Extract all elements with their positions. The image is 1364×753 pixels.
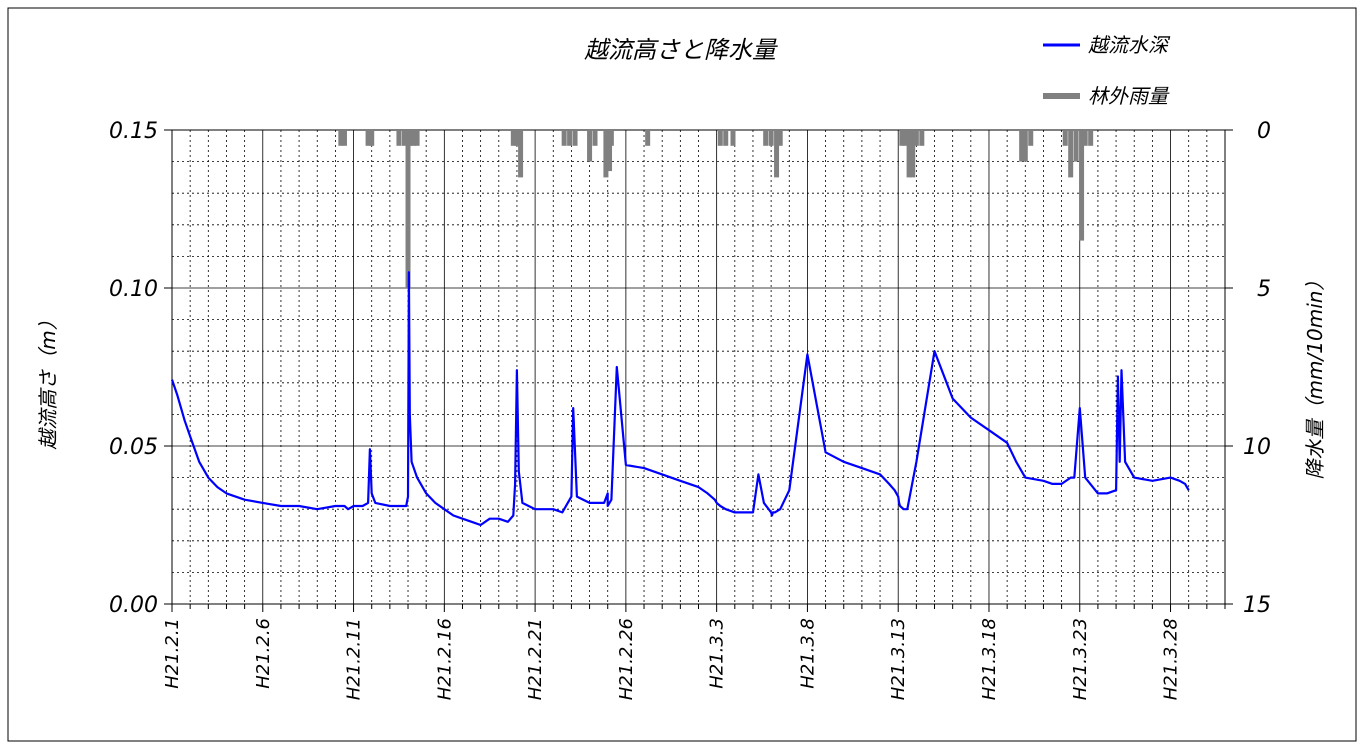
rain-bar: [608, 130, 614, 146]
rain-bar: [407, 130, 413, 146]
rain-bar: [723, 130, 729, 146]
rain-bar: [919, 130, 925, 146]
rain-bars: [338, 130, 1094, 288]
rain-bar: [768, 130, 774, 146]
rain-bar: [410, 130, 416, 146]
x-tick-label: H21.3.18: [979, 618, 1000, 700]
rain-bar: [341, 130, 347, 146]
rain-bar: [1088, 130, 1094, 146]
y-left-tick-label: 0.15: [109, 119, 158, 144]
y-left-tick-label: 0.10: [109, 277, 158, 302]
y-right-tick-label: 15: [1243, 593, 1271, 618]
rain-bar: [774, 130, 780, 178]
rain-bar: [518, 130, 524, 178]
rain-bar: [561, 130, 567, 146]
x-tick-label: H21.2.21: [525, 618, 546, 700]
rain-bar: [1082, 130, 1088, 146]
rain-bar: [730, 130, 736, 146]
depth-line-group: [170, 271, 1190, 527]
rain-bar: [899, 130, 905, 146]
legend-label-depth: 越流水深: [1088, 33, 1171, 57]
rain-bar: [592, 130, 598, 146]
x-tick-label: H21.2.11: [344, 618, 365, 700]
rain-bar: [338, 130, 344, 146]
minor-grid: [172, 130, 1225, 604]
rain-bar: [913, 130, 919, 146]
depth-line: [170, 271, 1190, 527]
rain-bar: [572, 130, 578, 146]
y-right-ticks: 0 5 10 15: [1225, 119, 1271, 618]
rain-bar: [414, 130, 420, 146]
rain-bar: [396, 130, 402, 146]
rain-bar: [510, 130, 516, 146]
x-tick-label: H21.2.26: [616, 618, 637, 700]
x-tick-label: H21.3.3: [707, 618, 728, 689]
chart-border: [7, 7, 1357, 742]
y-axis-left-title: 越流高さ（m）: [36, 310, 60, 449]
rain-bar: [514, 130, 520, 146]
rain-bar: [645, 130, 651, 146]
y-left-tick-label: 0.00: [109, 593, 158, 618]
legend: 越流水深 林外雨量: [1043, 33, 1171, 108]
rain-bar: [763, 130, 769, 146]
y-right-tick-label: 0: [1257, 119, 1271, 144]
rain-bar: [906, 130, 912, 178]
rain-bar: [1022, 130, 1028, 162]
rain-bar: [1062, 130, 1068, 146]
y-right-tick-label: 10: [1243, 435, 1271, 460]
rain-bar: [405, 130, 411, 288]
rain-bar: [902, 130, 908, 146]
rain-bar: [607, 130, 613, 172]
rain-bar: [1073, 130, 1079, 162]
x-tick-label: H21.3.23: [1070, 618, 1091, 700]
x-tick-label: H21.2.6: [253, 618, 274, 689]
x-tick-label: H21.3.13: [888, 618, 909, 700]
y-left-ticks: 0.00 0.05 0.10 0.15: [109, 119, 172, 618]
y-left-tick-label: 0.05: [109, 435, 158, 460]
x-ticks: H21.2.1 H21.2.6 H21.2.11 H21.2.16 H21.2.21 H2…: [162, 604, 1226, 700]
rain-bar: [567, 130, 573, 146]
y-axis-right-title: 降水量（mm/10min）: [1303, 271, 1327, 480]
rain-bar: [1019, 130, 1025, 162]
rain-bar: [1028, 130, 1034, 146]
rain-bar: [401, 130, 407, 146]
chart-title: 越流高さと降水量: [584, 36, 778, 64]
rain-bar: [1079, 130, 1085, 241]
legend-label-rain: 林外雨量: [1088, 84, 1170, 108]
rain-bar: [777, 130, 783, 146]
rain-bar: [717, 130, 723, 146]
rain-bar: [910, 130, 916, 178]
rain-bar: [369, 130, 375, 146]
x-tick-label: H21.3.28: [1161, 618, 1182, 700]
rain-bar: [603, 130, 609, 178]
rain-bar: [587, 130, 593, 162]
x-tick-label: H21.3.8: [797, 618, 818, 689]
x-tick-label: H21.2.16: [434, 618, 455, 700]
major-grid: [172, 130, 1225, 604]
y-right-tick-label: 5: [1257, 277, 1271, 302]
rain-bar: [365, 130, 371, 146]
rain-bar: [1068, 130, 1074, 178]
x-tick-label: H21.2.1: [162, 618, 183, 689]
